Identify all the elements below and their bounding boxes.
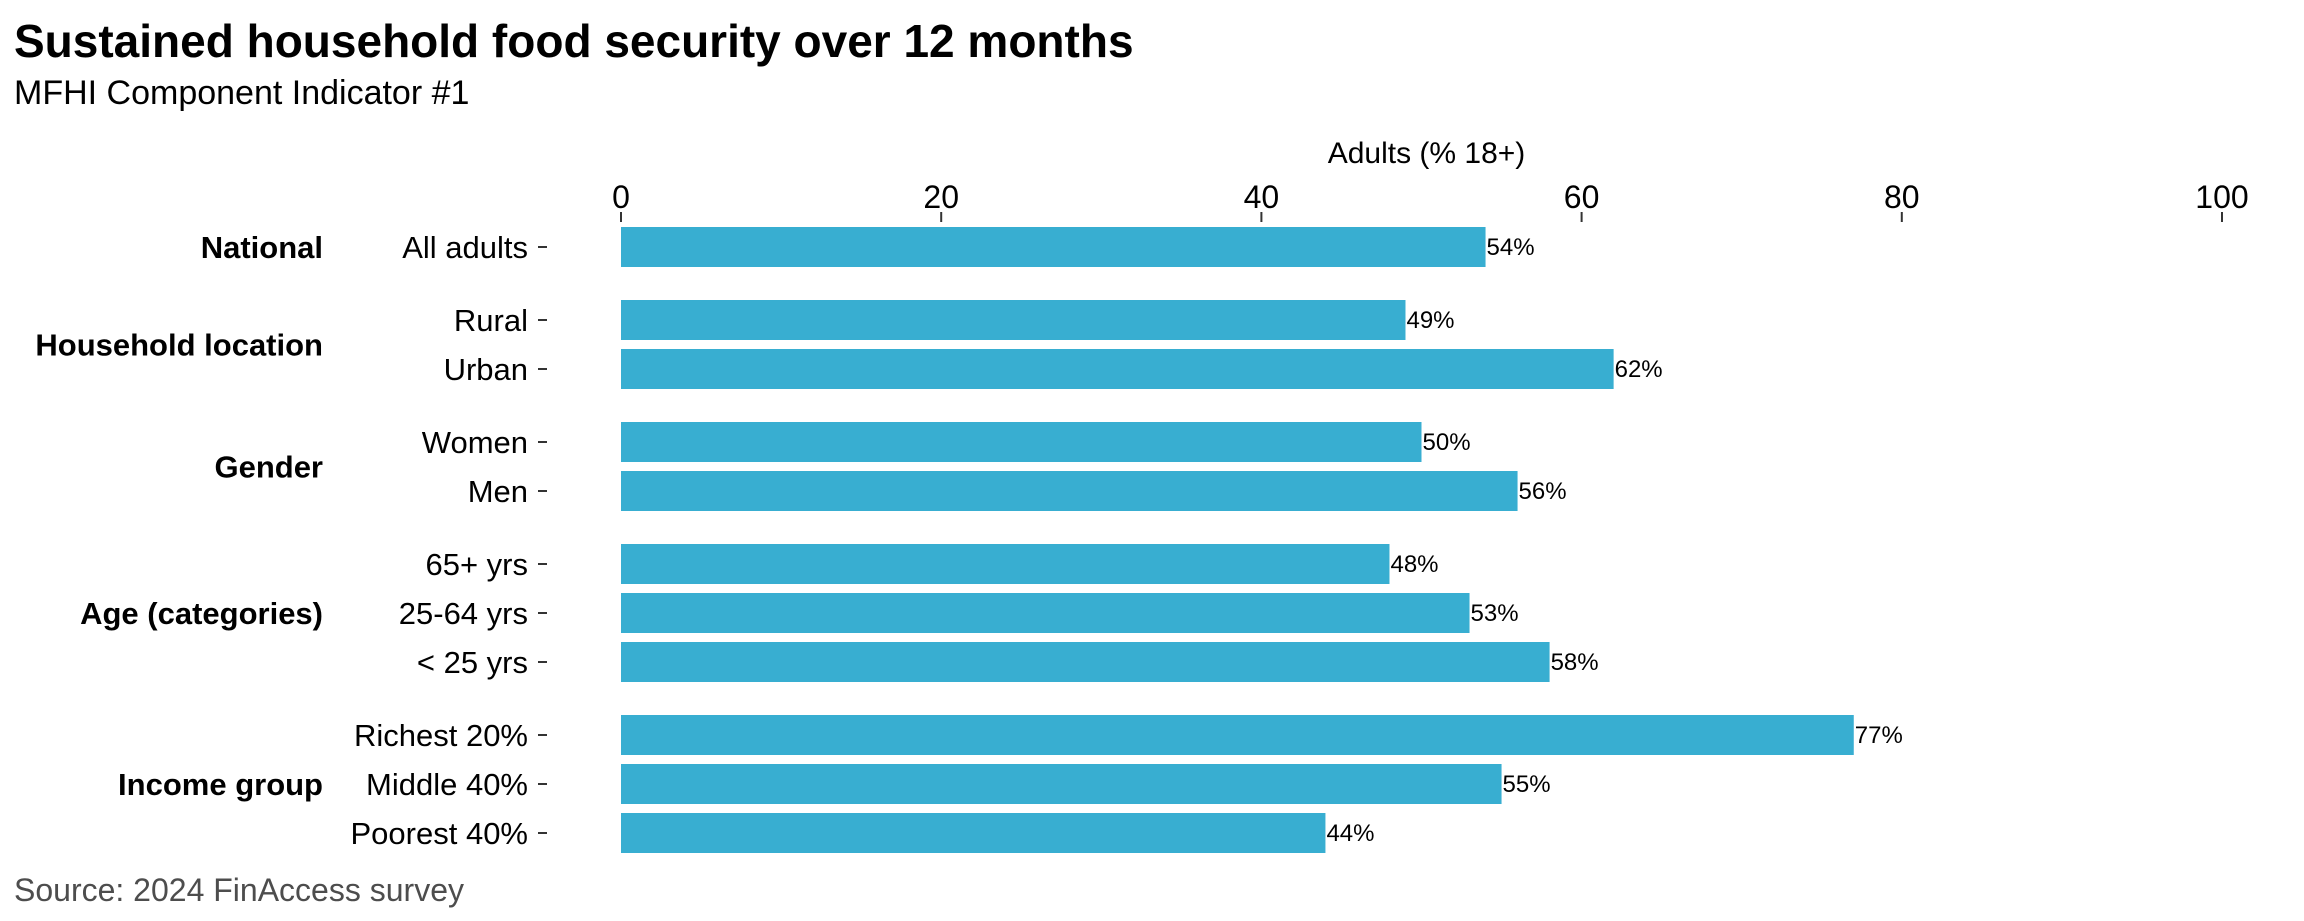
bar [621,349,1614,389]
data-label: 53% [1471,600,1519,627]
group-label: Household location [35,328,323,363]
bar [621,471,1518,511]
x-axis-title: Adults (% 18+) [1328,137,1526,170]
x-tick-label: 80 [1884,179,1920,215]
bar [621,715,1854,755]
group-label: National [201,230,323,265]
data-label: 62% [1615,356,1663,383]
x-tick-label: 40 [1244,179,1280,215]
data-label: 48% [1390,551,1438,578]
source-note: Source: 2024 FinAccess survey [14,872,464,908]
chart-title: Sustained household food security over 1… [14,15,1134,67]
x-tick-label: 100 [2195,179,2248,215]
bar [621,300,1406,340]
bar [621,422,1422,462]
y-tick-label: Poorest 40% [351,816,529,851]
data-label: 50% [1423,429,1471,456]
data-label: 56% [1519,478,1567,505]
y-tick-label: Urban [444,352,528,387]
group-label: Age (categories) [80,596,323,631]
y-tick-label: 25-64 yrs [399,596,528,631]
data-label: 77% [1855,722,1903,749]
bar [621,813,1326,853]
y-tick-label: All adults [402,230,528,265]
group-label: Gender [214,450,323,485]
data-label: 58% [1551,649,1599,676]
chart-subtitle: MFHI Component Indicator #1 [14,74,470,112]
x-tick-label: 20 [923,179,959,215]
bar [621,764,1502,804]
data-label: 49% [1406,307,1454,334]
y-tick-label: Richest 20% [354,718,528,753]
y-tick-label: Women [422,425,528,460]
bar [621,227,1486,267]
group-label: Income group [118,767,323,802]
y-tick-label: Rural [454,303,528,338]
y-tick-label: 65+ yrs [425,547,528,582]
x-tick-label: 60 [1564,179,1600,215]
x-tick-label: 0 [612,179,630,215]
data-label: 55% [1503,771,1551,798]
y-tick-label: < 25 yrs [417,645,528,680]
y-tick-label: Middle 40% [366,767,528,802]
bar [621,642,1550,682]
data-label: 54% [1487,234,1535,261]
data-label: 44% [1326,820,1374,847]
y-tick-label: Men [468,474,528,509]
bar [621,544,1390,584]
bar [621,593,1470,633]
